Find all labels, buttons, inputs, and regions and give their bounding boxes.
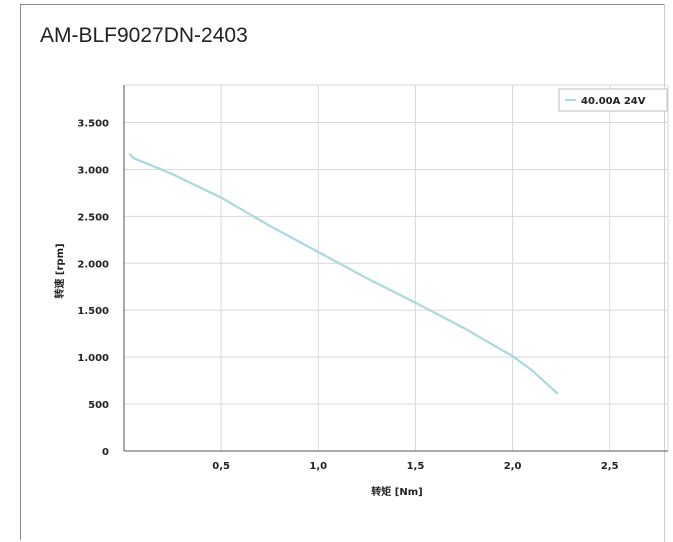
y-tick-label: 3.000 [77, 165, 109, 176]
axes [123, 85, 668, 452]
y-tick-label: 2.000 [77, 259, 109, 270]
y-tick-label: 1.000 [77, 353, 109, 364]
y-axis-label: 转速 [rpm] [53, 243, 66, 298]
y-tick-label: 2.500 [77, 212, 109, 223]
x-tick-label: 2,5 [601, 461, 619, 472]
x-axis-label: 转矩 [Nm] [371, 485, 422, 498]
legend: 40.00A 24V [558, 88, 668, 112]
frame-border-top [20, 4, 665, 5]
grid-lines [124, 84, 669, 451]
legend-label: 40.00A 24V [581, 96, 646, 107]
x-tick-label: 1,0 [309, 461, 327, 472]
x-tick-label: 2,0 [504, 461, 522, 472]
x-tick-label: 1,5 [407, 461, 425, 472]
y-tick-label: 3.500 [77, 119, 109, 130]
y-tick-label: 500 [88, 400, 109, 411]
frame-border-left [20, 4, 21, 540]
x-tick-label: 0,5 [212, 461, 230, 472]
series-line [128, 153, 559, 395]
series-lines [128, 153, 559, 395]
frame-border-right [664, 4, 665, 542]
tick-labels: 0 500 1.000 1.500 2.000 2.500 3.000 3.500 0,5 1,0… [77, 119, 618, 472]
legend-box [558, 88, 668, 112]
y-tick-label: 1.500 [77, 306, 109, 317]
y-tick-label: 0 [102, 447, 109, 458]
chart-title: AM-BLF9027DN-2403 [40, 24, 248, 47]
